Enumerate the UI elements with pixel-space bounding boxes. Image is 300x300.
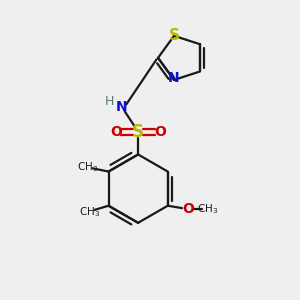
- Text: O: O: [110, 124, 122, 139]
- Text: CH$_3$: CH$_3$: [76, 160, 98, 174]
- Text: CH$_3$: CH$_3$: [79, 205, 100, 219]
- Text: N: N: [168, 71, 180, 85]
- Text: S: S: [132, 123, 144, 141]
- Text: O: O: [154, 124, 166, 139]
- Text: O: O: [182, 202, 194, 216]
- Text: CH$_3$: CH$_3$: [196, 202, 218, 216]
- Text: S: S: [169, 28, 179, 43]
- Text: H: H: [105, 95, 114, 108]
- Text: N: N: [116, 100, 128, 114]
